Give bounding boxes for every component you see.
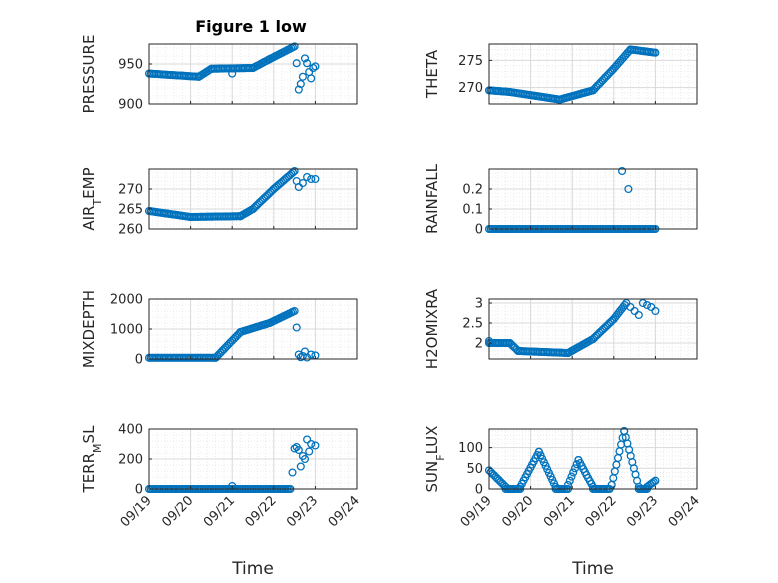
data-point	[294, 182, 303, 192]
data-point	[651, 476, 660, 485]
data-point	[307, 174, 316, 184]
axes-frame	[148, 43, 358, 105]
data-markers	[144, 42, 320, 94]
y-tick-label: 3	[475, 297, 483, 312]
data-point	[298, 178, 307, 188]
data-point	[569, 468, 578, 477]
data-markers	[144, 166, 320, 222]
data-point	[296, 462, 305, 471]
panel-pressure: 900 950 PRESSURE	[80, 35, 358, 114]
data-point	[309, 63, 318, 73]
data-point	[638, 298, 647, 308]
panel-h2omixra: 2 2.5 3 H2OMIXRA	[423, 288, 698, 369]
panel-air-temp: 260 265 270 AIRTEMP	[80, 166, 358, 238]
axes-background	[149, 169, 357, 229]
y-axis-label: PRESSURE	[80, 35, 98, 114]
axes-frame	[488, 43, 698, 105]
y-tick-label: 100	[458, 441, 483, 456]
y-axis-label: AIRTEMP	[80, 167, 104, 230]
y-tick-label: 0	[135, 483, 143, 498]
panel-theta: 270 275 THETA	[423, 43, 698, 105]
y-axis-label: SUNFLUX	[423, 426, 447, 493]
y-tick-label: 2000	[110, 293, 143, 308]
data-point	[649, 477, 658, 487]
data-point	[292, 59, 301, 68]
axes-frame	[488, 168, 698, 230]
y-axis-label: MIXDEPTH	[80, 290, 98, 368]
axes-frame	[488, 428, 698, 490]
x-axis-label: Time	[571, 559, 614, 579]
data-point	[296, 79, 305, 89]
data-point	[288, 468, 297, 477]
data-point	[300, 454, 310, 464]
data-point	[643, 300, 652, 310]
data-point	[290, 42, 299, 51]
data-point	[634, 310, 643, 320]
data-point	[303, 59, 312, 68]
data-point	[630, 306, 639, 316]
data-point	[565, 476, 574, 485]
data-point	[622, 298, 631, 308]
data-point	[303, 435, 312, 444]
data-point	[563, 480, 573, 489]
data-point	[647, 302, 656, 312]
data-point	[305, 447, 314, 456]
data-point	[311, 62, 320, 71]
data-point	[651, 48, 660, 57]
data-point	[290, 166, 299, 176]
data-markers	[484, 45, 660, 104]
data-point	[303, 172, 312, 182]
x-axis-label: Time	[231, 559, 274, 579]
y-axis-label: TERRMSL	[80, 425, 104, 494]
y-tick-label: 0	[475, 223, 483, 238]
data-point	[624, 184, 633, 194]
y-axis-label: H2OMIXRA	[423, 288, 441, 369]
data-point	[292, 323, 301, 332]
data-point	[290, 306, 299, 316]
y-tick-label: 1000	[110, 323, 143, 338]
y-tick-label: 270	[118, 183, 143, 198]
panel-rainfall: 0 0.1 0.2 RAINFALL	[423, 163, 698, 238]
axes-frame	[488, 298, 698, 360]
figure-title: Figure 1 low	[195, 17, 307, 36]
panels: 900 950 PRESSURE 270 275 THETA 260 265 270 AIRTEM…	[80, 35, 703, 579]
y-tick-label: 50	[466, 462, 483, 477]
data-point	[626, 302, 635, 312]
y-tick-label: 2	[475, 337, 483, 352]
y-tick-label: 400	[118, 423, 143, 438]
axes-background	[489, 169, 697, 229]
data-point	[618, 166, 627, 176]
y-tick-label: 270	[458, 81, 483, 96]
data-point	[298, 72, 307, 81]
y-axis-label: THETA	[423, 49, 441, 99]
data-point	[307, 350, 316, 359]
y-tick-label: 2.5	[462, 317, 483, 332]
y-tick-label: 0	[475, 483, 483, 498]
axes-frame	[148, 168, 358, 230]
data-point	[307, 74, 316, 83]
data-point	[311, 441, 320, 450]
y-tick-label: 200	[118, 453, 143, 468]
y-tick-label: 260	[118, 223, 143, 238]
data-point	[228, 69, 237, 78]
y-tick-label: 0.1	[462, 203, 483, 218]
y-tick-label: 0	[135, 353, 143, 368]
y-tick-label: 0.2	[462, 183, 483, 198]
data-point	[651, 306, 660, 316]
y-tick-label: 950	[118, 58, 143, 73]
data-point	[307, 439, 316, 449]
y-tick-label: 275	[458, 54, 483, 69]
y-axis-label: RAINFALL	[423, 163, 441, 234]
data-point	[290, 444, 299, 453]
data-point	[567, 472, 576, 481]
data-point	[294, 445, 303, 455]
data-point	[300, 54, 310, 63]
y-tick-label: 265	[118, 203, 143, 218]
panel-mixdepth: 0 1000 2000 MIXDEPTH	[80, 290, 358, 368]
y-tick-label: 900	[118, 98, 143, 113]
data-point	[311, 174, 320, 184]
